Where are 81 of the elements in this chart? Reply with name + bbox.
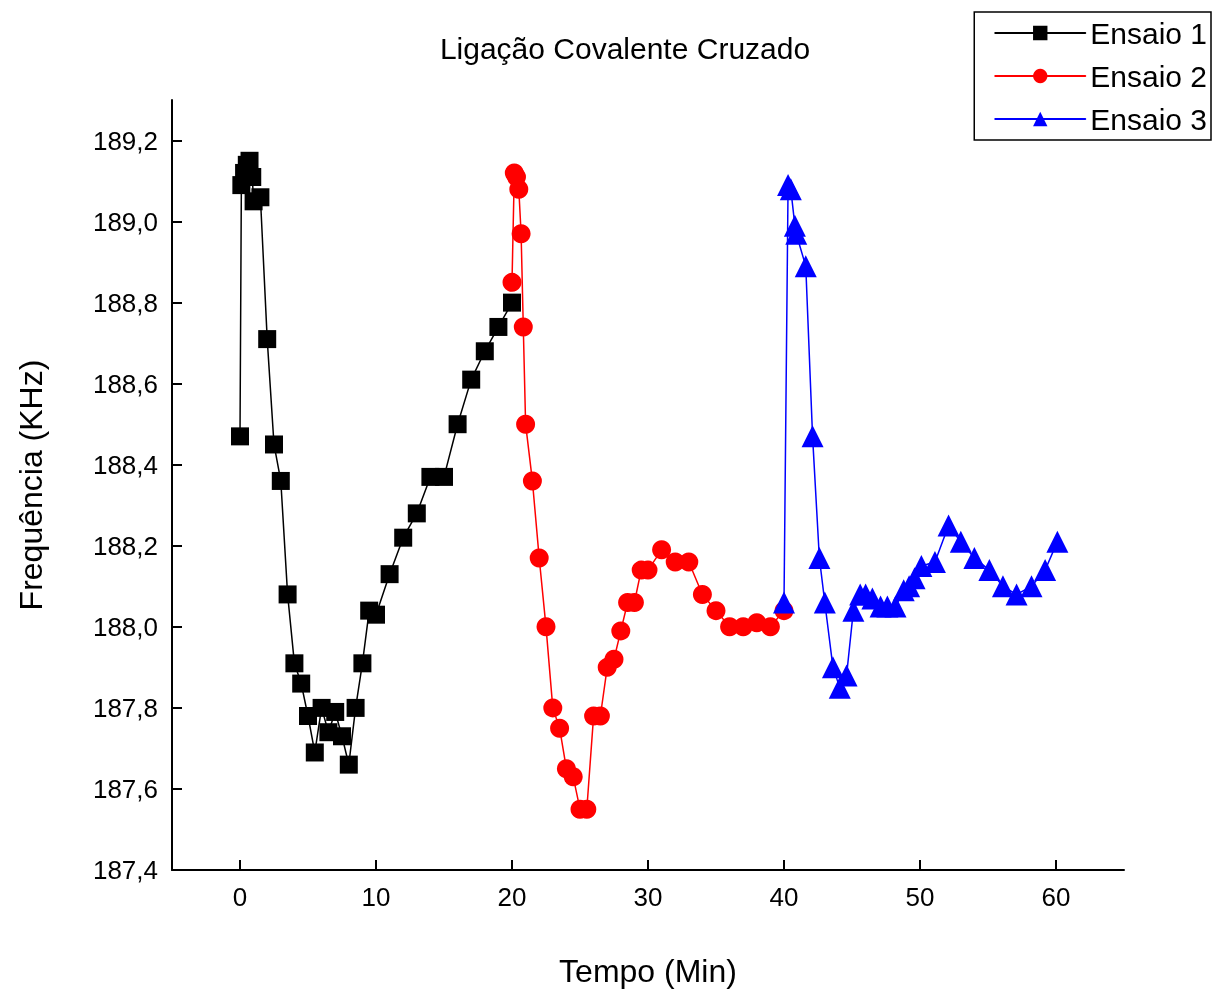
point xyxy=(339,755,358,774)
y-axis-title: Frequência (KHz) xyxy=(13,359,49,611)
point xyxy=(475,342,494,361)
point xyxy=(251,188,270,207)
point xyxy=(813,591,836,614)
point xyxy=(652,540,672,560)
point xyxy=(536,617,556,637)
y-tick-label: 187,4 xyxy=(92,855,158,885)
point xyxy=(380,565,399,584)
point xyxy=(407,504,426,523)
chart-title: Ligação Covalente Cruzado xyxy=(439,31,811,65)
x-tick-label: 30 xyxy=(633,882,663,912)
point xyxy=(511,224,531,244)
x-tick-label: 40 xyxy=(769,882,799,912)
point xyxy=(963,546,986,569)
point xyxy=(509,179,529,199)
point xyxy=(503,293,521,312)
point xyxy=(679,552,699,572)
point xyxy=(435,467,453,486)
point xyxy=(1020,575,1043,598)
point xyxy=(367,605,385,624)
x-axis-title: Tempo (Min) xyxy=(559,953,737,989)
point xyxy=(1034,559,1057,582)
x-tick-label: 50 xyxy=(905,882,935,912)
point xyxy=(978,559,1001,582)
legend-label: Ensaio 1 xyxy=(1090,16,1207,50)
point xyxy=(305,743,324,762)
point xyxy=(353,654,372,673)
y-tick-label: 188,8 xyxy=(92,287,158,318)
y-tick-label: 188,4 xyxy=(92,449,158,480)
y-tick-label: 189,0 xyxy=(92,206,158,237)
y-tick-label: 188,6 xyxy=(92,368,158,399)
point xyxy=(550,718,570,738)
point xyxy=(611,621,631,641)
point xyxy=(278,585,297,604)
point xyxy=(489,317,508,336)
x-tick-label: 20 xyxy=(497,882,527,912)
point xyxy=(326,702,345,721)
point xyxy=(529,548,549,568)
point xyxy=(292,674,311,693)
point xyxy=(773,591,795,614)
point xyxy=(333,727,351,746)
point xyxy=(394,528,413,547)
y-tick-label: 188,2 xyxy=(92,530,158,561)
point xyxy=(991,575,1014,598)
point xyxy=(794,255,817,278)
point xyxy=(285,654,304,673)
y-tick-label: 187,8 xyxy=(92,692,158,723)
point xyxy=(513,317,533,337)
x-tick-label: 0 xyxy=(232,882,248,912)
point xyxy=(808,546,831,569)
point xyxy=(706,601,726,621)
y-tick-label: 187,6 xyxy=(92,773,158,804)
point xyxy=(563,767,583,787)
point xyxy=(448,415,467,434)
x-tick-label: 60 xyxy=(1041,882,1071,912)
point xyxy=(240,151,259,170)
y-tick-label: 188,0 xyxy=(92,611,158,642)
legend-label: Ensaio 2 xyxy=(1090,59,1207,93)
point xyxy=(522,471,542,491)
point xyxy=(1005,583,1028,606)
legend-label: Ensaio 3 xyxy=(1090,102,1207,136)
point xyxy=(346,698,365,717)
point xyxy=(502,272,522,292)
point xyxy=(1046,530,1069,553)
point xyxy=(949,530,972,553)
point xyxy=(516,414,536,434)
point xyxy=(821,656,844,679)
point xyxy=(258,330,277,349)
point xyxy=(937,514,960,537)
point xyxy=(462,370,481,389)
point xyxy=(604,649,624,669)
point xyxy=(760,617,780,637)
x-tick-label: 10 xyxy=(361,882,391,912)
y-tick-label: 189,2 xyxy=(92,125,158,156)
point xyxy=(271,471,290,490)
point xyxy=(801,425,824,448)
point xyxy=(231,427,249,446)
point xyxy=(692,584,712,604)
point xyxy=(543,698,563,718)
point xyxy=(265,435,283,454)
